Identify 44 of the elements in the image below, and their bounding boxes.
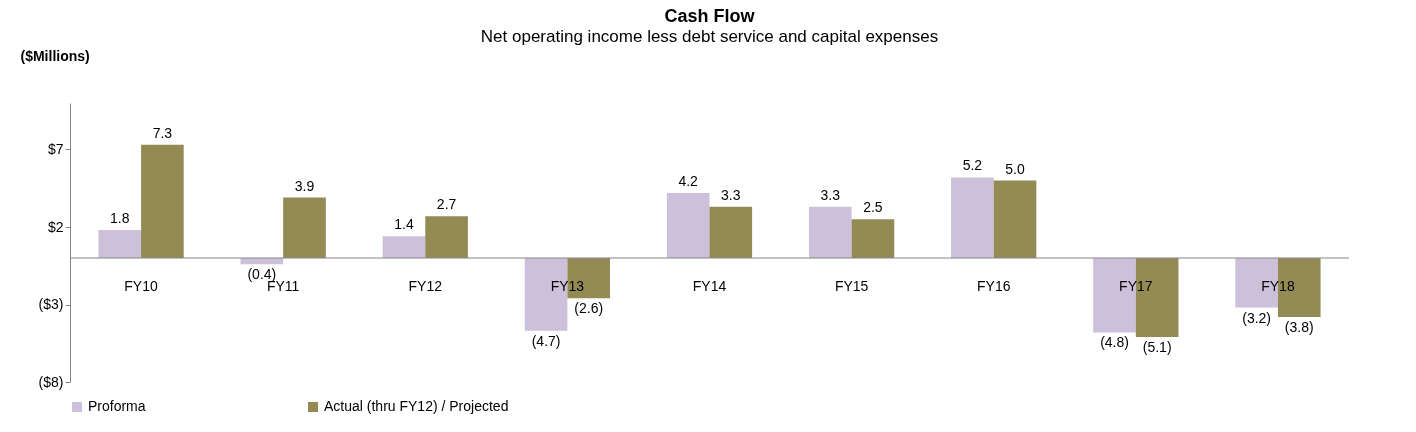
legend-label: Proforma bbox=[88, 398, 146, 414]
data-label: (2.6) bbox=[574, 300, 604, 317]
bar bbox=[709, 206, 753, 258]
data-label: (4.8) bbox=[1100, 334, 1129, 351]
bar bbox=[993, 180, 1037, 258]
bar bbox=[851, 219, 895, 258]
y-tick-label: $7 bbox=[47, 141, 64, 157]
data-label: (4.7) bbox=[531, 332, 561, 349]
bar bbox=[808, 206, 852, 258]
bar bbox=[141, 144, 184, 258]
bar bbox=[98, 230, 142, 258]
x-tick-label: FY14 bbox=[692, 278, 727, 294]
y-tick-label: $2 bbox=[47, 218, 64, 235]
chart-subtitle: Net operating income less debt service and capital expenses bbox=[480, 27, 939, 46]
x-tick-label: FY18 bbox=[1261, 278, 1295, 294]
data-label: 1.4 bbox=[394, 216, 414, 233]
x-tick-label: FY15 bbox=[834, 278, 869, 294]
bar bbox=[425, 216, 468, 258]
legend-label: Actual (thru FY12) / Projected bbox=[324, 398, 509, 414]
data-label: (3.8) bbox=[1284, 318, 1314, 335]
data-label: (5.1) bbox=[1142, 339, 1172, 356]
chart-title: Cash Flow bbox=[664, 6, 756, 26]
y-tick-label: ($8) bbox=[38, 373, 64, 390]
x-tick-label: FY10 bbox=[124, 278, 158, 294]
data-label: 5.0 bbox=[1005, 160, 1025, 177]
x-tick-label: FY17 bbox=[1119, 278, 1153, 294]
bar bbox=[283, 197, 326, 258]
y-axis-title: ($Millions) bbox=[20, 47, 90, 64]
bar bbox=[666, 192, 710, 258]
data-label: 3.3 bbox=[721, 186, 741, 203]
data-label: (3.2) bbox=[1242, 309, 1272, 326]
x-tick-label: FY12 bbox=[408, 278, 443, 294]
x-tick-label: FY16 bbox=[976, 278, 1011, 294]
data-label: 2.5 bbox=[863, 199, 883, 216]
y-tick-label: ($3) bbox=[38, 296, 64, 312]
data-label: 2.7 bbox=[436, 196, 457, 213]
data-label: 3.3 bbox=[820, 186, 841, 203]
bar bbox=[951, 177, 994, 258]
data-label: 3.9 bbox=[294, 177, 315, 194]
bar bbox=[382, 236, 426, 258]
data-label: 5.2 bbox=[962, 157, 983, 174]
data-label: 1.8 bbox=[110, 210, 130, 227]
data-label: 7.3 bbox=[152, 124, 173, 141]
data-label: 4.2 bbox=[678, 172, 699, 189]
